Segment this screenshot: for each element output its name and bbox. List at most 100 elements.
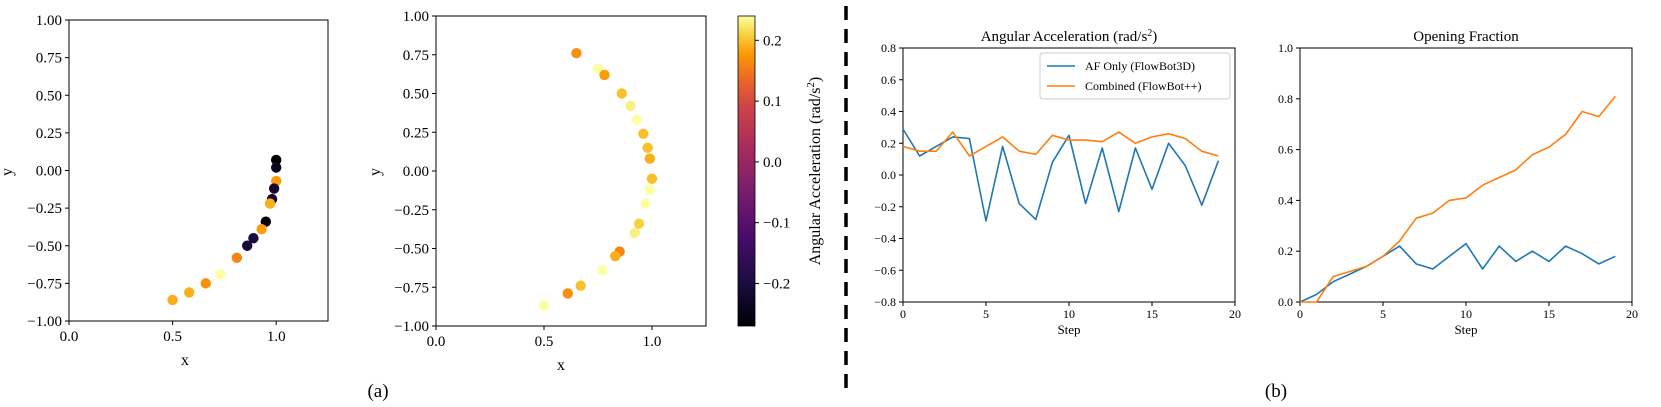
y-tick-label: −0.75 [394,280,429,296]
scatter-point [642,142,653,153]
colorbar-label: Angular Acceleration (rad/s2) [805,77,824,266]
x-tick-label: 0.5 [163,329,182,345]
scatter-plot-right: 0.0 0.5 1.0 1.00 0.75 0.50 0.25 0.00 −0.25 −0.50 −… [367,9,707,374]
scatter-point [571,48,582,59]
panel-label-a: (a) [367,381,388,402]
scatter-point [231,252,243,263]
colorbar-tick-label: 0.2 [763,33,782,49]
y-tick-label: 0.8 [1278,92,1293,106]
y-tick-label: 0.00 [36,164,62,180]
x-tick-label: 10 [1063,307,1075,321]
y-tick-label: −0.6 [874,263,896,277]
scatter-point [616,88,627,99]
series-line-0 [1299,242,1616,303]
x-tick-label: 15 [1146,307,1158,321]
scatter-point [644,184,656,195]
scatter-point [241,240,253,251]
legend-box [1039,52,1231,100]
y-tick-label: −0.75 [27,276,62,292]
series-line-0 [902,128,1220,222]
x-tick-label: 1.0 [643,334,662,350]
scatter-point [256,223,267,235]
y-tick-label: −0.50 [27,239,62,255]
y-tick-label: 0.25 [403,125,429,141]
plot-frame [435,15,707,327]
scatter-point [646,173,658,184]
series-line-1 [902,131,1219,157]
y-tick-label: 0.0 [881,168,896,182]
y-tick-label: 0.75 [36,51,62,67]
y-tick-label: 0.4 [1278,193,1293,207]
scatter-point [610,251,621,262]
x-tick-label: 15 [1543,307,1555,321]
x-tick-label: 0 [900,307,906,321]
scatter-point [640,198,651,209]
y-tick-label: −1.00 [394,319,429,335]
scatter-point [638,128,649,139]
colorbar-tick-label: −0.1 [763,216,790,232]
scatter-point [248,233,259,244]
x-axis-label: x [181,352,189,369]
x-axis-label: x [557,357,565,374]
x-tick-label: 5 [983,307,989,321]
scatter-point [592,63,604,74]
x-tick-label: 20 [1229,307,1241,321]
y-tick-label: 0.00 [403,164,429,180]
colorbar-tick-label: −0.2 [763,276,790,292]
y-tick-label: 1.00 [36,13,62,29]
y-tick-label: 0.8 [881,41,896,55]
scatter-point [629,227,640,239]
y-tick-label: −0.25 [394,203,429,219]
scatter-point [268,183,280,194]
legend: AF Only (FlowBot3D) Combined (FlowBot++) [1039,52,1231,100]
legend-entry: AF Only (FlowBot3D) [1085,59,1195,73]
y-tick-label: 0.4 [881,105,896,119]
scatter-point [167,294,178,306]
y-tick-label: 0.6 [1278,143,1293,157]
y-tick-label: −0.50 [394,242,429,258]
y-tick-label: 0.25 [36,126,62,142]
plot-frame [1299,47,1633,303]
scatter-point [538,300,550,312]
y-tick-label: 0.2 [881,136,896,150]
y-tick-label: −1.00 [27,314,62,330]
x-axis-label: Step [1057,322,1080,337]
scatter-point [200,278,211,289]
x-tick-label: 0.0 [427,334,446,350]
x-tick-label: 10 [1460,307,1472,321]
x-tick-label: 0.5 [535,334,554,350]
y-tick-label: 0.0 [1278,295,1293,309]
scatter-point [631,114,643,126]
y-axis-label: y [367,168,384,176]
y-tick-label: 0.50 [36,88,62,104]
scatter-plot-left: 0.0 0.5 1.0 1.00 0.75 0.50 0.25 0.00 −0.25 −0.50 −… [0,13,329,369]
scatter-point [644,153,656,164]
x-tick-label: 1.0 [267,329,286,345]
colorbar-tick-label: 0.1 [763,94,782,110]
x-axis-label: Step [1454,322,1477,337]
colorbar-tick-label: 0.0 [763,155,782,171]
opening-fraction-plot: 0 5 10 15 20 1.0 0.8 0.6 0.4 0.2 0.0 Opening Fract… [1278,29,1638,337]
plot-frame [68,19,329,322]
y-tick-label: 1.00 [403,9,429,25]
y-tick-label: 0.6 [881,73,896,87]
y-tick-label: −0.25 [27,201,62,217]
scatter-point [575,280,586,291]
scatter-point [633,218,645,229]
angular-acceleration-plot: 0 5 10 15 200.80.60.40.20.0−0.2−0.4−0.6−0.8 … [874,28,1241,338]
chart-title: Angular Acceleration (rad/s2) [981,28,1158,46]
scatter-point [625,100,636,112]
y-axis-label: y [0,168,16,176]
x-tick-label: 0 [1297,307,1303,321]
chart-title: Opening Fraction [1413,29,1519,45]
scatter-point [183,287,195,298]
scatter-point [597,265,608,276]
y-tick-label: 1.0 [1278,41,1293,55]
colorbar-gradient [737,15,756,327]
x-tick-label: 20 [1626,307,1638,321]
y-tick-label: 0.75 [403,48,429,64]
scatter-point [264,198,276,209]
y-tick-label: −0.2 [874,200,896,214]
y-tick-label: −0.8 [874,295,896,309]
